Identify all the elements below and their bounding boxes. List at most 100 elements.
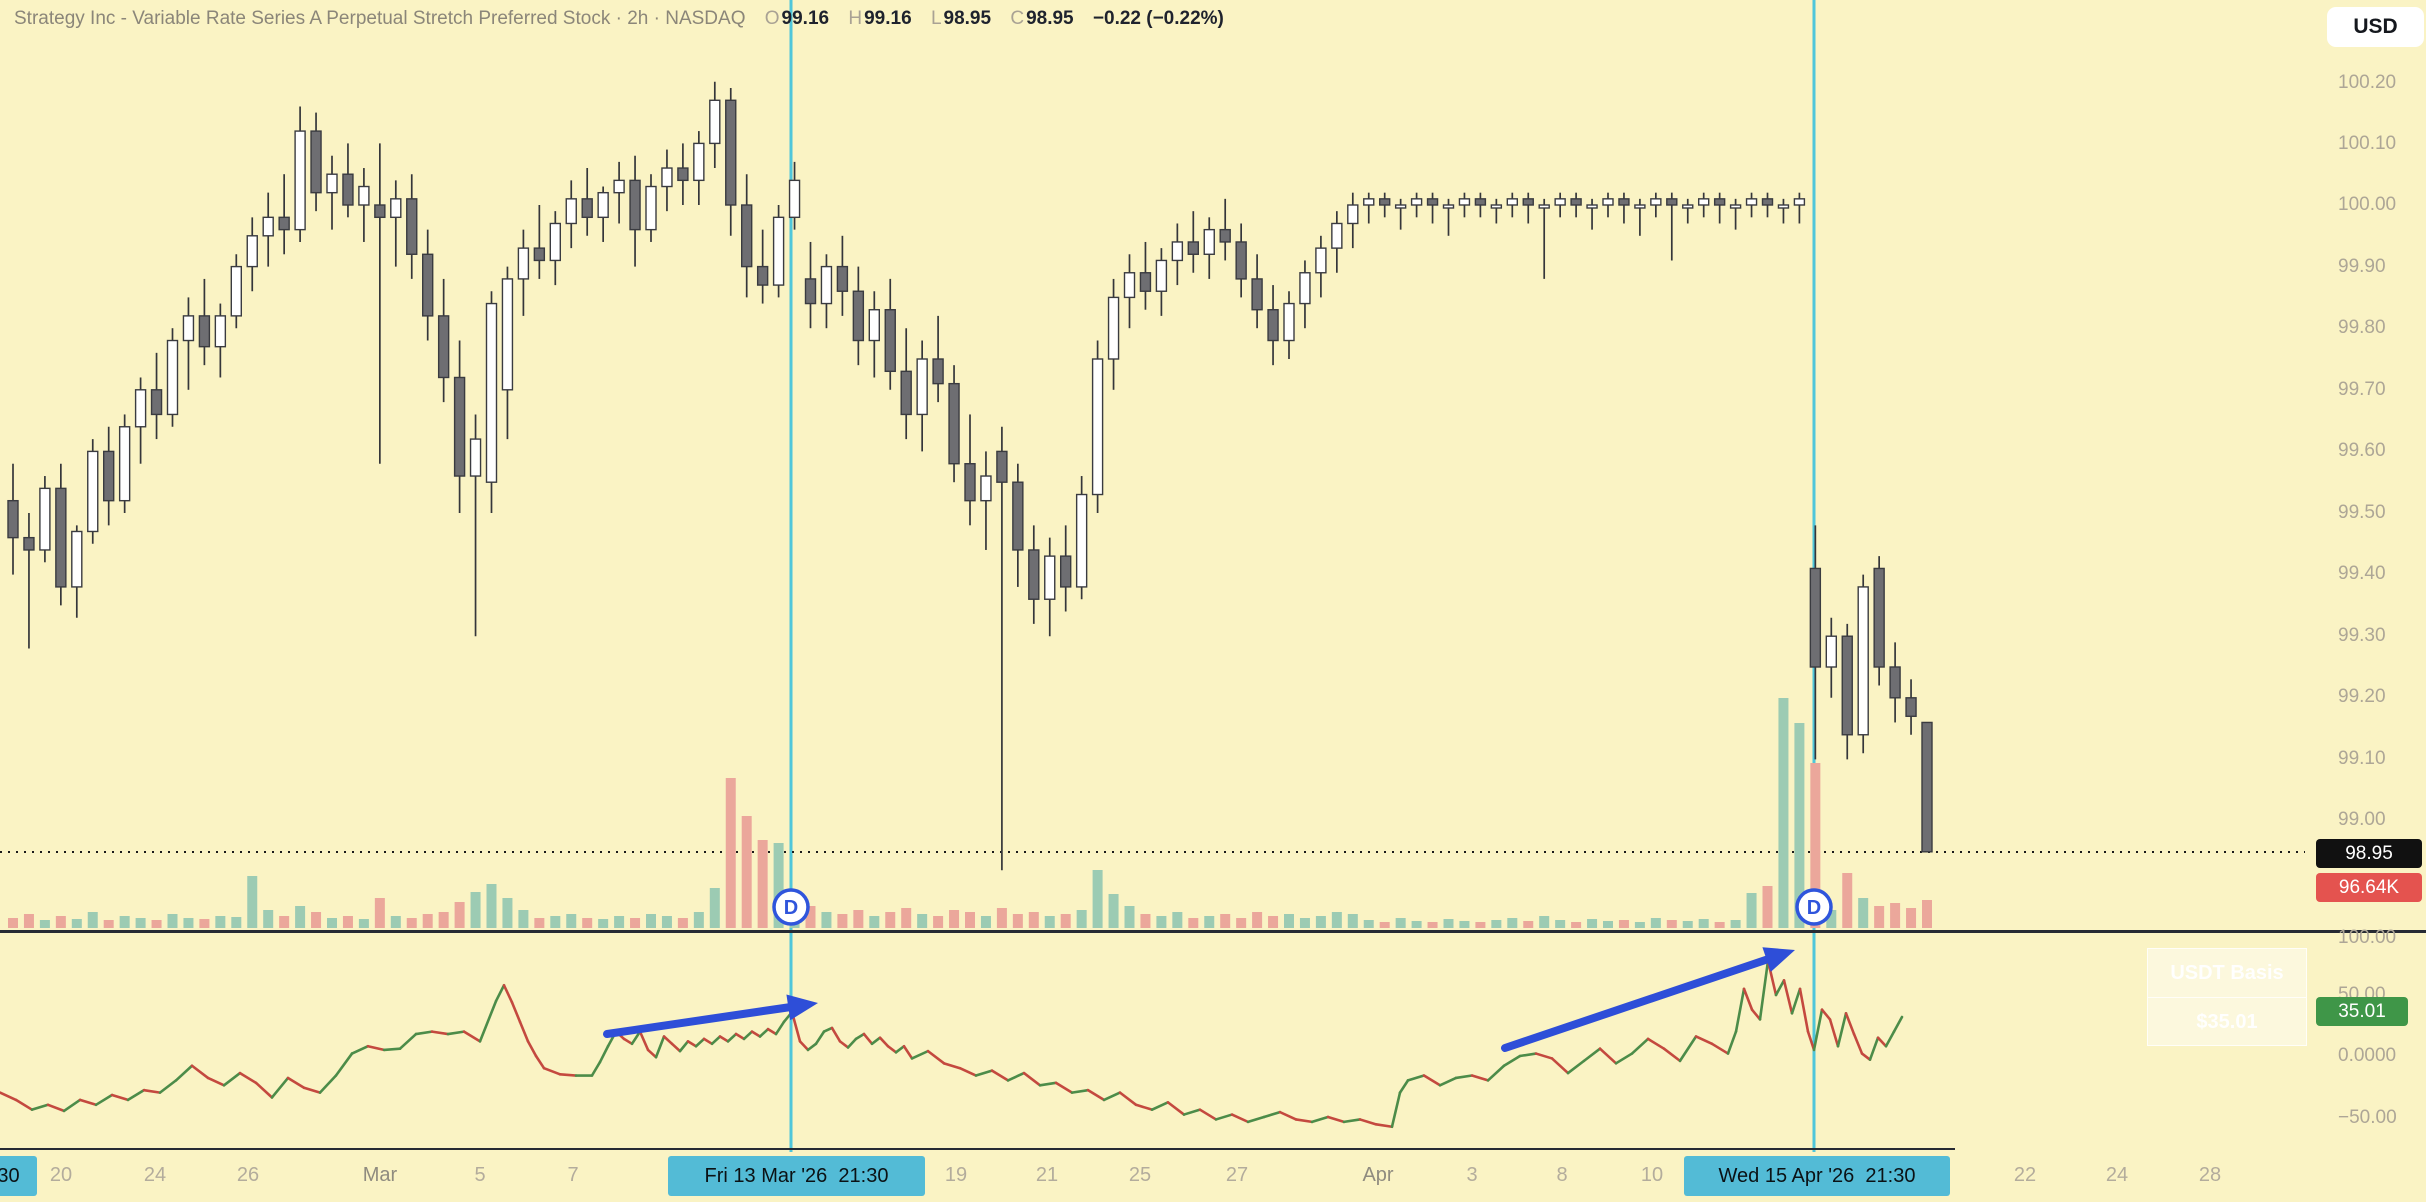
oscillator-segment bbox=[1782, 979, 1794, 1015]
volume-bar bbox=[199, 919, 210, 928]
oscillator-segment bbox=[1630, 1037, 1650, 1055]
dividend-marker[interactable]: D bbox=[772, 888, 810, 926]
candle-body bbox=[469, 438, 482, 477]
volume-bar bbox=[1794, 723, 1805, 928]
event-time-badge[interactable]: Wed 15 Apr '26 21:30 bbox=[1684, 1156, 1950, 1196]
oscillator-segment bbox=[190, 1064, 210, 1080]
chart-legend[interactable]: Strategy Inc - Variable Rate Series A Pe… bbox=[14, 8, 1224, 30]
volume-bar bbox=[1826, 910, 1837, 928]
candle-body bbox=[71, 530, 83, 588]
oscillator-segment bbox=[990, 1069, 1010, 1082]
volume-bar bbox=[598, 919, 609, 928]
oscillator-line bbox=[0, 959, 1904, 1129]
trend-arrow[interactable] bbox=[603, 994, 818, 1038]
volume-bar bbox=[1108, 894, 1119, 928]
oscillator-segment bbox=[750, 1030, 762, 1038]
volume-bar bbox=[454, 902, 465, 928]
candle-body bbox=[1283, 302, 1295, 342]
candle-body bbox=[342, 173, 354, 206]
oscillator-segment bbox=[702, 1037, 714, 1046]
dividend-marker[interactable]: D bbox=[1795, 888, 1833, 926]
volume-bar bbox=[1618, 920, 1629, 928]
oscillator-segment bbox=[622, 1037, 634, 1046]
candle-body bbox=[533, 247, 546, 262]
volume-bar bbox=[1443, 919, 1454, 928]
volume-bar bbox=[470, 892, 481, 928]
oscillator-segment bbox=[662, 1035, 674, 1046]
oscillator-segment bbox=[854, 1032, 866, 1041]
volume-bar bbox=[295, 906, 306, 928]
volume-bar bbox=[327, 918, 337, 928]
candle-body bbox=[1299, 272, 1311, 305]
candle-body bbox=[1267, 309, 1279, 342]
candle-body bbox=[964, 463, 976, 502]
volume-bar bbox=[1220, 914, 1231, 928]
candle-body bbox=[1059, 555, 1072, 588]
volume-bar bbox=[374, 898, 385, 928]
oscillator-segment bbox=[78, 1098, 98, 1107]
oscillator-segment bbox=[30, 1103, 50, 1111]
volume-bar bbox=[1810, 763, 1821, 928]
candle-body bbox=[1682, 204, 1694, 209]
candle-body bbox=[198, 315, 211, 348]
oscillator-segment bbox=[1134, 1103, 1154, 1111]
candle-body bbox=[1347, 204, 1359, 225]
time-tick-label: 25 bbox=[1128, 1164, 1152, 1186]
oscillator-segment bbox=[1310, 1115, 1330, 1124]
volume-bar bbox=[311, 912, 322, 928]
oscillator-segment bbox=[1812, 1008, 1824, 1052]
oscillator-segment bbox=[254, 1081, 274, 1099]
oscillator-segment bbox=[878, 1036, 890, 1048]
oscillator-segment bbox=[1198, 1108, 1218, 1121]
oscillator-segment bbox=[942, 1062, 962, 1070]
candle-body bbox=[661, 167, 673, 188]
oscillator-segment bbox=[1246, 1115, 1266, 1124]
candle-body bbox=[1538, 204, 1550, 209]
volume-bar bbox=[1012, 914, 1023, 928]
pane-separator[interactable] bbox=[0, 930, 2426, 933]
oscillator-segment bbox=[206, 1076, 226, 1087]
trend-arrow[interactable] bbox=[1501, 947, 1795, 1052]
time-axis[interactable]: 20 24 26 Mar 5 7 19 21 25 27 Apr 3 8 10 22 24 28 Fri 13 M… bbox=[0, 1152, 2426, 1202]
candle-body bbox=[980, 475, 992, 502]
candle-body bbox=[1618, 198, 1630, 206]
oscillator-segment bbox=[1852, 1032, 1864, 1055]
oscillator-segment bbox=[1534, 1052, 1554, 1060]
oscillator-segment bbox=[1734, 987, 1746, 1033]
candle-body bbox=[1219, 228, 1231, 243]
oscillator-segment bbox=[1820, 1008, 1832, 1021]
volume-bar bbox=[1682, 921, 1693, 928]
candle-body bbox=[1474, 198, 1487, 206]
volume-bar bbox=[821, 912, 832, 928]
oscillator-segment bbox=[46, 1103, 66, 1113]
event-time-badge[interactable]: Fri 13 Mar '26 21:30 bbox=[668, 1156, 925, 1196]
candle-body bbox=[948, 382, 960, 465]
volume-bar bbox=[406, 918, 417, 928]
dividend-event-vline[interactable] bbox=[789, 0, 793, 1152]
candle-body bbox=[1809, 567, 1822, 668]
currency-toggle-button[interactable]: USD bbox=[2327, 7, 2424, 47]
overlay-box-title: USDT Basis bbox=[2148, 949, 2306, 998]
volume-bar bbox=[1124, 906, 1135, 928]
oscillator-segment bbox=[350, 1044, 370, 1055]
event-time-badge-partial[interactable]: 30 bbox=[0, 1156, 37, 1196]
volume-bar bbox=[709, 888, 720, 928]
time-tick-label: 20 bbox=[49, 1164, 73, 1186]
time-tick-label: 21 bbox=[1035, 1164, 1059, 1186]
oscillator-segment bbox=[1774, 979, 1786, 997]
volume-bar bbox=[1172, 912, 1183, 928]
oscillator-segment bbox=[1454, 1074, 1474, 1080]
oscillator-segment bbox=[974, 1069, 994, 1077]
candle-body bbox=[1458, 198, 1471, 206]
usdt-basis-overlay-box[interactable]: USDT Basis $35.01 bbox=[2147, 948, 2307, 1046]
volume-bar bbox=[71, 919, 82, 928]
candle-body bbox=[788, 179, 801, 219]
candlestick-series bbox=[7, 81, 1933, 871]
price-tick-label: 99.40 bbox=[2338, 563, 2386, 584]
volume-bar bbox=[757, 840, 768, 928]
oscillator-segment bbox=[1518, 1052, 1538, 1058]
ohlc-close-value: 98.95 bbox=[1026, 8, 1074, 29]
ohlc-high-label: H bbox=[848, 8, 863, 29]
volume-bar bbox=[582, 918, 593, 928]
